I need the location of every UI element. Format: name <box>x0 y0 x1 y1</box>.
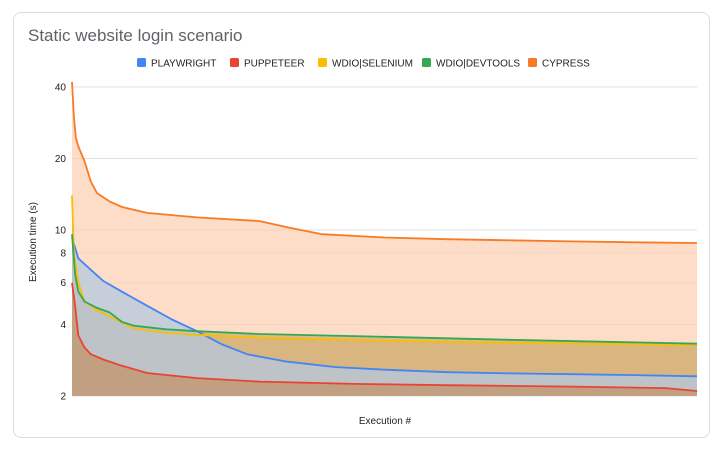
legend-swatch-wdio-selenium <box>318 58 327 67</box>
area-playwright <box>72 237 697 396</box>
legend-label-wdio-devtools: WDIO|DEVTOOLS <box>436 59 520 70</box>
line-playwright <box>71 237 698 378</box>
line-puppeteer <box>71 282 698 392</box>
legend-swatch-playwright <box>137 58 146 67</box>
x-axis-label: Execution # <box>359 416 412 427</box>
line-layer <box>71 81 698 392</box>
legend-swatch-wdio-devtools <box>422 58 431 67</box>
y-axis-label: Execution time (s) <box>28 202 39 282</box>
legend-item-cypress: CYPRESS <box>528 58 590 70</box>
area-puppeteer <box>72 282 697 396</box>
y-tick-label-6: 6 <box>60 278 66 289</box>
legend-label-wdio-selenium: WDIO|SELENIUM <box>332 59 413 70</box>
legend-swatch-puppeteer <box>230 58 239 67</box>
area-cypress <box>72 82 697 396</box>
legend-item-puppeteer: PUPPETEER <box>230 58 305 70</box>
y-tick-label-8: 8 <box>60 249 66 260</box>
y-tick-label-40: 40 <box>55 83 67 94</box>
y-tick-label-10: 10 <box>55 226 67 237</box>
legend-item-wdio-selenium: WDIO|SELENIUM <box>318 58 413 70</box>
chart-title: Static website login scenario <box>28 26 243 45</box>
area-layer <box>72 82 697 396</box>
line-cypress <box>71 81 698 244</box>
legend-swatch-cypress <box>528 58 537 67</box>
line-wdio-devtools <box>71 234 698 345</box>
y-tick-labels: 2 4 6 8 10 20 40 <box>55 83 67 403</box>
line-wdio-selenium <box>71 195 698 346</box>
y-tick-label-20: 20 <box>55 154 67 165</box>
legend-label-cypress: CYPRESS <box>542 59 590 70</box>
legend: PLAYWRIGHT PUPPETEER WDIO|SELENIUM WDIO|DEV… <box>137 58 590 70</box>
legend-label-playwright: PLAYWRIGHT <box>151 59 216 70</box>
legend-label-puppeteer: PUPPETEER <box>244 59 305 70</box>
legend-item-playwright: PLAYWRIGHT <box>137 58 216 70</box>
area-wdio-selenium <box>72 195 697 396</box>
legend-item-wdio-devtools: WDIO|DEVTOOLS <box>422 58 520 70</box>
y-tick-label-2: 2 <box>60 392 66 403</box>
y-tick-label-4: 4 <box>60 320 66 331</box>
